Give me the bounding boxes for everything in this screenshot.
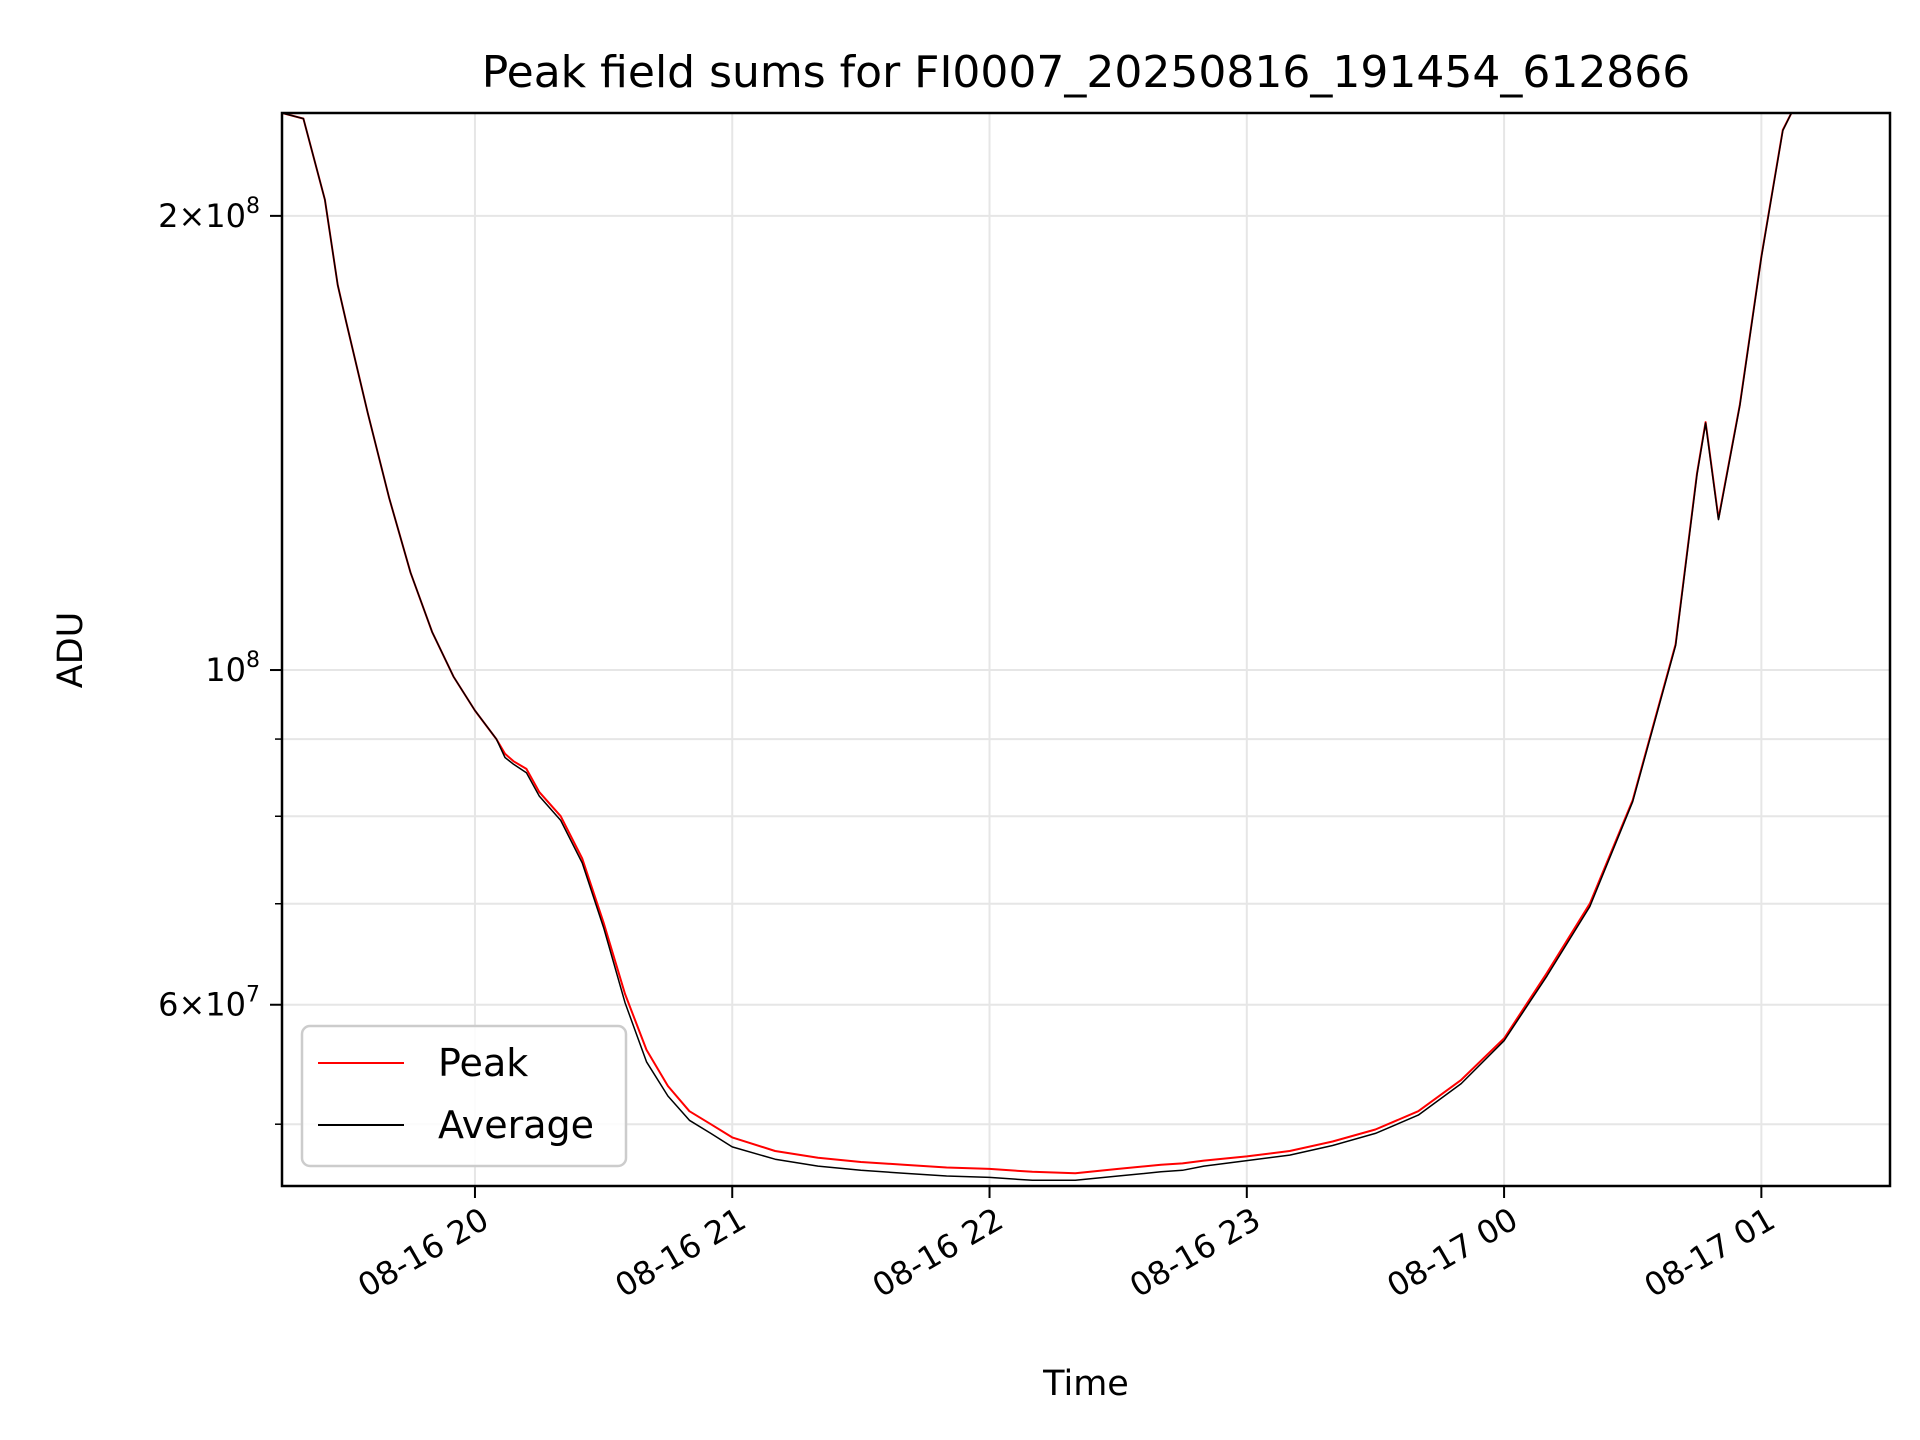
x-tick-label: 08-16 22	[866, 1200, 1010, 1305]
series-line-average	[282, 113, 1793, 1182]
x-axis: 08-16 20 08-16 21 08-16 22 08-16 23 08-17 00…	[351, 1186, 1781, 1305]
grid	[282, 113, 1890, 1186]
chart-title: Peak field sums for FI0007_20250816_1914…	[482, 47, 1691, 98]
series-layer	[282, 113, 1793, 1182]
x-tick-label: 08-16 23	[1123, 1200, 1267, 1305]
y-tick-label: 108	[205, 648, 260, 689]
x-axis-label: Time	[1042, 1364, 1129, 1404]
legend-label-average: Average	[438, 1103, 594, 1147]
y-tick-label: 6×107	[158, 983, 260, 1024]
x-tick-label: 08-16 20	[351, 1200, 495, 1305]
y-axis: 6×107 108 2×108	[158, 194, 282, 1125]
x-tick-label: 08-17 00	[1380, 1200, 1524, 1305]
y-axis-label: ADU	[51, 612, 91, 689]
legend: Peak Average	[300, 1024, 628, 1168]
legend-label-peak: Peak	[438, 1041, 528, 1085]
x-tick-label: 08-16 21	[609, 1200, 753, 1305]
x-tick-label: 08-17 01	[1638, 1200, 1782, 1305]
legend-box	[300, 1024, 628, 1168]
series-line-peak	[282, 113, 1793, 1175]
plot-frame	[280, 111, 1892, 1188]
y-tick-label: 2×108	[158, 194, 260, 235]
